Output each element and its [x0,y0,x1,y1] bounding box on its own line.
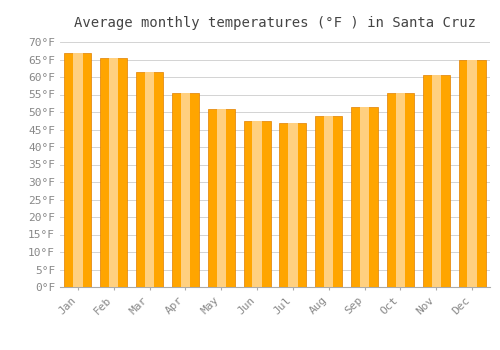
Bar [64,52,92,287]
Bar [324,116,334,287]
Bar [458,60,485,287]
Bar [244,121,270,287]
Bar [73,52,83,287]
Bar [360,107,370,287]
Bar [180,93,190,287]
Bar [136,72,163,287]
Bar [216,108,226,287]
Bar [423,75,450,287]
Bar [100,58,127,287]
Bar [172,93,199,287]
Bar [316,116,342,287]
Bar [145,72,154,287]
Bar [468,60,477,287]
Bar [109,58,118,287]
Bar [280,122,306,287]
Bar [288,122,298,287]
Bar [252,121,262,287]
Bar [351,107,378,287]
Bar [208,108,234,287]
Bar [396,93,405,287]
Bar [432,75,441,287]
Title: Average monthly temperatures (°F ) in Santa Cruz: Average monthly temperatures (°F ) in Sa… [74,16,476,30]
Bar [387,93,414,287]
